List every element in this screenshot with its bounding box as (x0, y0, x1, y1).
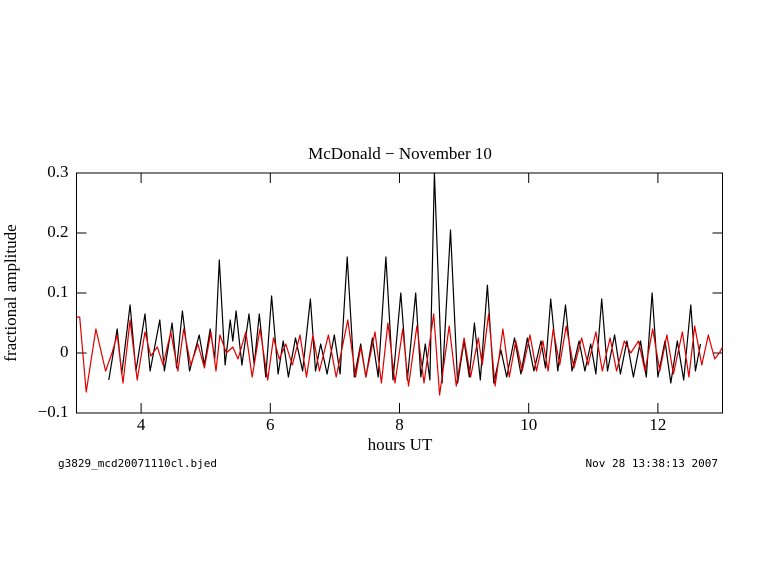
x-tick-label: 8 (395, 415, 404, 434)
plot-frame (76, 172, 723, 414)
x-tick-label: 12 (649, 415, 666, 434)
y-tick-label: 0 (60, 342, 69, 361)
x-tick-label: 4 (137, 415, 146, 434)
y-tick-label: −0.1 (38, 402, 69, 421)
y-tick-label: 0.1 (47, 282, 68, 301)
x-axis-label: hours UT (368, 435, 433, 454)
y-axis-label: fractional amplitude (1, 224, 20, 361)
series-line (76, 313, 724, 396)
y-tick-label: 0.2 (47, 222, 68, 241)
footer-right: Nov 28 13:38:13 2007 (586, 457, 718, 470)
x-tick-label: 10 (520, 415, 537, 434)
footer-left: g3829_mcd20071110cl.bjed (58, 457, 217, 470)
x-tick-label: 6 (266, 415, 275, 434)
chart-title: McDonald − November 10 (308, 144, 492, 163)
y-tick-label: 0.3 (47, 162, 68, 181)
